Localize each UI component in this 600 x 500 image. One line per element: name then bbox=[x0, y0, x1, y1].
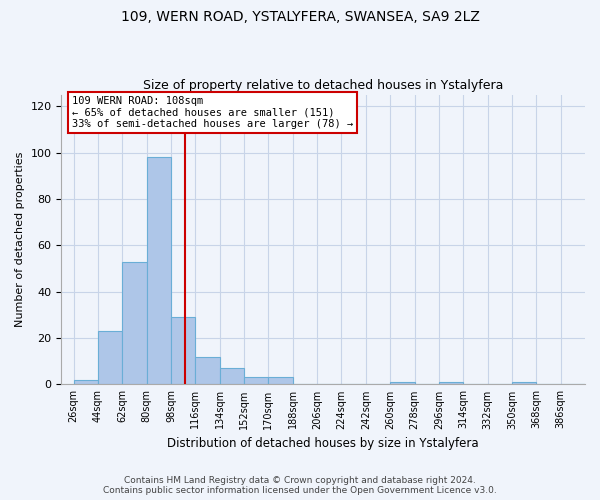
Bar bbox=[244, 378, 268, 384]
Bar bbox=[146, 157, 171, 384]
Bar bbox=[98, 331, 122, 384]
Text: 109, WERN ROAD, YSTALYFERA, SWANSEA, SA9 2LZ: 109, WERN ROAD, YSTALYFERA, SWANSEA, SA9… bbox=[121, 10, 479, 24]
Bar bbox=[268, 378, 293, 384]
Bar bbox=[171, 317, 196, 384]
Bar bbox=[220, 368, 244, 384]
Y-axis label: Number of detached properties: Number of detached properties bbox=[15, 152, 25, 327]
Bar bbox=[439, 382, 463, 384]
Text: Contains HM Land Registry data © Crown copyright and database right 2024.
Contai: Contains HM Land Registry data © Crown c… bbox=[103, 476, 497, 495]
Bar bbox=[74, 380, 98, 384]
X-axis label: Distribution of detached houses by size in Ystalyfera: Distribution of detached houses by size … bbox=[167, 437, 479, 450]
Bar bbox=[512, 382, 536, 384]
Title: Size of property relative to detached houses in Ystalyfera: Size of property relative to detached ho… bbox=[143, 79, 503, 92]
Text: 109 WERN ROAD: 108sqm
← 65% of detached houses are smaller (151)
33% of semi-det: 109 WERN ROAD: 108sqm ← 65% of detached … bbox=[72, 96, 353, 129]
Bar bbox=[122, 262, 146, 384]
Bar bbox=[196, 356, 220, 384]
Bar bbox=[390, 382, 415, 384]
